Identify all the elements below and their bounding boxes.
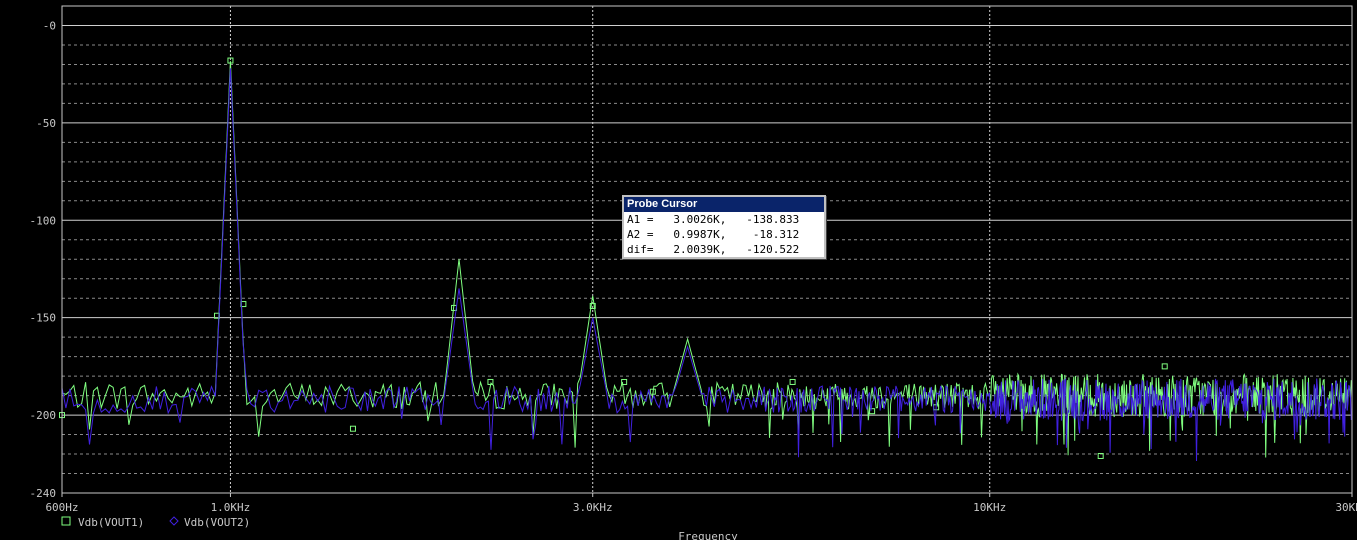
series-1-marker [227,57,234,64]
x-tick-label: 3.0KHz [573,501,613,514]
legend-item-vout1[interactable]: Vdb(VOUT1) [78,516,144,529]
x-tick-label: 10KHz [973,501,1006,514]
legend-item-vout2[interactable]: Vdb(VOUT2) [184,516,250,529]
probe-cursor-row-dif: dif= 2.0039K, -120.522 [627,243,800,256]
series-1-marker [589,302,596,309]
y-tick-label: -50 [36,117,56,130]
legend-marker-vout2 [169,516,179,526]
probe-cursor-window[interactable]: Probe Cursor A1 = 3.0026K, -138.833 A2 =… [622,195,826,259]
series-1-marker [1161,363,1168,370]
x-tick-label: 30KHz [1335,501,1357,514]
series-1-marker [349,425,356,432]
series-1-marker [621,378,628,385]
x-tick-label: 600Hz [45,501,78,514]
y-tick-label: -240 [30,487,57,500]
legend-marker-vout1 [61,516,71,526]
probe-cursor-row-a2: A2 = 0.9987K, -18.312 [627,228,800,241]
y-tick-label: -200 [30,409,57,422]
series-1-marker [869,408,876,415]
series-line-2 [61,68,1352,462]
series-1-marker [789,378,796,385]
series-1-marker [649,388,656,395]
y-tick-label: -0 [43,19,56,32]
probe-cursor-title[interactable]: Probe Cursor [624,197,824,212]
x-axis-label: Frequency [678,530,738,540]
y-tick-label: -100 [30,214,57,227]
probe-cursor-row-a1: A1 = 3.0026K, -138.833 [627,213,800,226]
legend: Vdb(VOUT1) Vdb(VOUT2) [61,516,250,529]
x-tick-label: 1.0KHz [211,501,251,514]
y-tick-label: -150 [30,312,57,325]
series-1-marker [1097,452,1104,459]
series-1-marker [487,378,494,385]
plot-frame [61,5,1353,494]
